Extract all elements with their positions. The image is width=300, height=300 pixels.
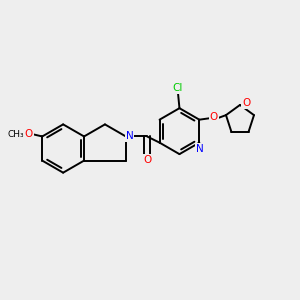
Text: O: O xyxy=(143,155,151,165)
Text: O: O xyxy=(210,112,218,122)
Text: Cl: Cl xyxy=(173,83,183,93)
Text: O: O xyxy=(242,98,250,109)
Text: N: N xyxy=(125,131,133,142)
Text: O: O xyxy=(25,129,33,139)
Text: N: N xyxy=(196,144,204,154)
Text: CH₃: CH₃ xyxy=(8,130,24,139)
